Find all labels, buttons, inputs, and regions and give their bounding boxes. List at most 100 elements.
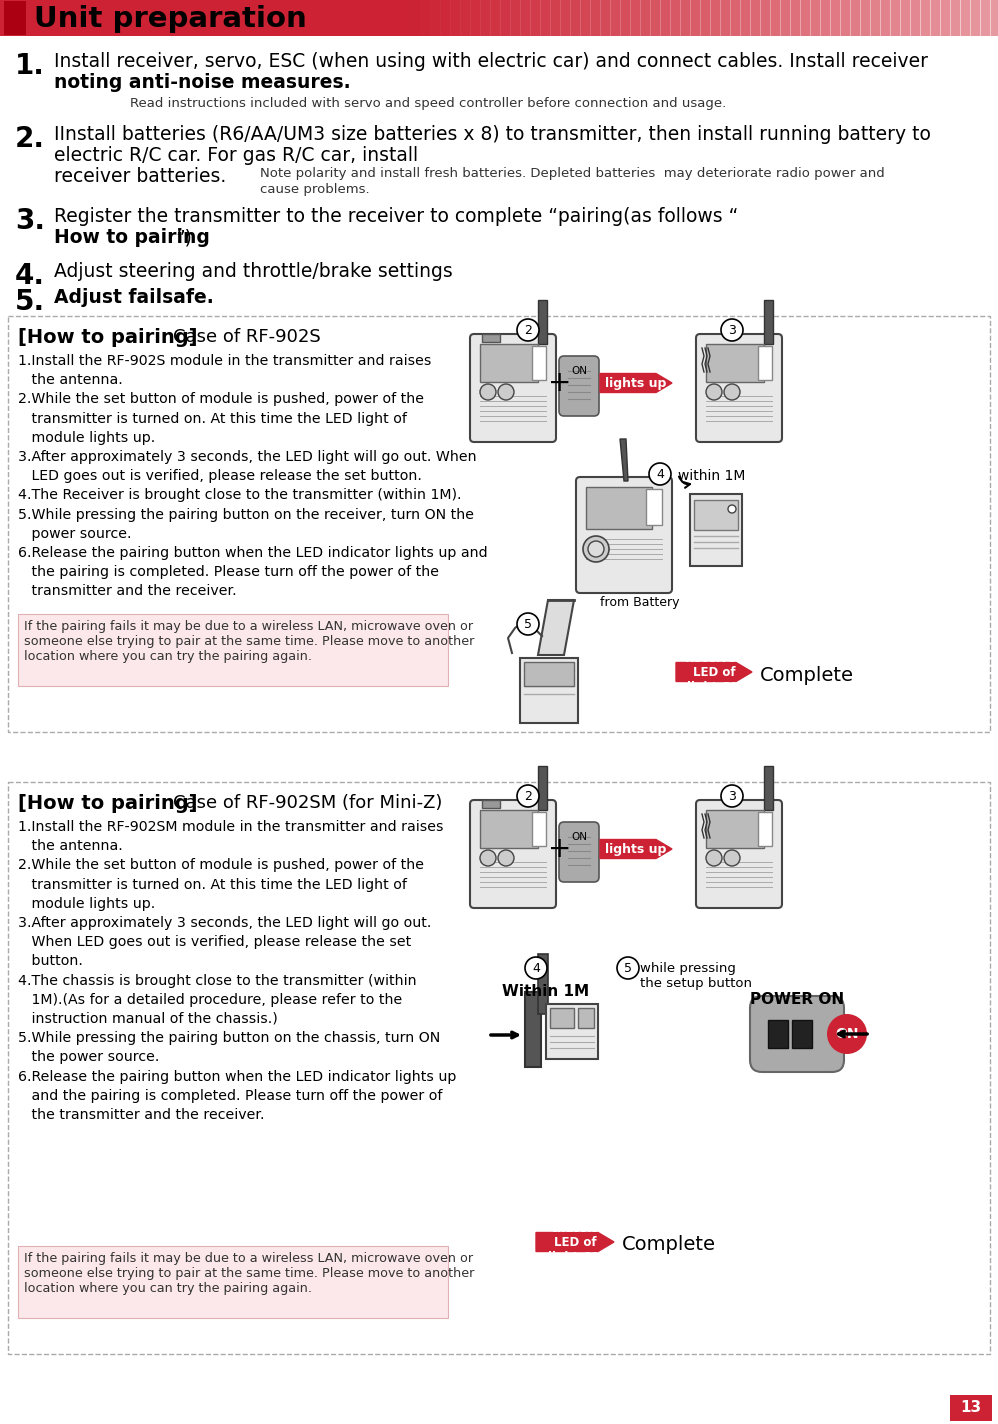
FancyBboxPatch shape <box>630 0 641 36</box>
FancyBboxPatch shape <box>740 0 751 36</box>
Text: while pressing
the setup button: while pressing the setup button <box>640 963 752 990</box>
Text: 6.Release the pairing button when the LED indicator lights up and: 6.Release the pairing button when the LE… <box>18 545 488 560</box>
Text: 5: 5 <box>624 963 632 975</box>
Text: +: + <box>548 369 572 397</box>
Text: ”): ”) <box>175 228 192 246</box>
Circle shape <box>517 319 539 340</box>
Circle shape <box>827 1014 867 1054</box>
FancyBboxPatch shape <box>18 1246 448 1319</box>
Text: Within 1M: Within 1M <box>502 984 589 1000</box>
FancyArrow shape <box>600 840 672 859</box>
FancyBboxPatch shape <box>680 0 691 36</box>
Text: 5: 5 <box>524 618 532 631</box>
Text: 1.Install the RF-902S module in the transmitter and raises: 1.Install the RF-902S module in the tran… <box>18 355 431 367</box>
FancyBboxPatch shape <box>559 822 599 881</box>
Text: receiver batteries.: receiver batteries. <box>54 167 227 187</box>
FancyBboxPatch shape <box>970 0 981 36</box>
Text: transmitter is turned on. At this time the LED light of: transmitter is turned on. At this time t… <box>18 412 407 426</box>
Text: POWER ON: POWER ON <box>749 993 844 1007</box>
Text: 3.: 3. <box>15 206 45 235</box>
FancyBboxPatch shape <box>850 0 861 36</box>
FancyBboxPatch shape <box>880 0 891 36</box>
FancyBboxPatch shape <box>870 0 881 36</box>
Circle shape <box>583 535 609 562</box>
FancyBboxPatch shape <box>890 0 901 36</box>
Text: lights up: lights up <box>606 377 667 390</box>
Text: the transmitter and the receiver.: the transmitter and the receiver. <box>18 1108 264 1122</box>
FancyBboxPatch shape <box>480 345 538 382</box>
Text: and the pairing is completed. Please turn off the power of: and the pairing is completed. Please tur… <box>18 1089 442 1102</box>
Text: 5.While pressing the pairing button on the chassis, turn ON: 5.While pressing the pairing button on t… <box>18 1031 440 1045</box>
FancyBboxPatch shape <box>940 0 951 36</box>
Text: noting anti-noise measures.: noting anti-noise measures. <box>54 73 350 93</box>
Text: within 1M: within 1M <box>678 468 746 483</box>
Text: LED goes out is verified, please release the set button.: LED goes out is verified, please release… <box>18 468 422 483</box>
FancyBboxPatch shape <box>570 0 581 36</box>
FancyBboxPatch shape <box>590 0 601 36</box>
FancyBboxPatch shape <box>480 0 491 36</box>
FancyBboxPatch shape <box>586 487 652 528</box>
Circle shape <box>525 957 547 980</box>
FancyBboxPatch shape <box>960 0 971 36</box>
Text: [How to pairing]: [How to pairing] <box>18 328 198 347</box>
Circle shape <box>517 785 539 807</box>
Text: 3.After approximately 3 seconds, the LED light will go out.: 3.After approximately 3 seconds, the LED… <box>18 916 431 930</box>
Text: the antenna.: the antenna. <box>18 373 123 387</box>
FancyBboxPatch shape <box>560 0 571 36</box>
Text: from Battery: from Battery <box>600 597 680 609</box>
Text: 2: 2 <box>524 325 532 337</box>
FancyBboxPatch shape <box>758 346 772 380</box>
Text: ON: ON <box>571 366 587 376</box>
FancyBboxPatch shape <box>830 0 841 36</box>
FancyBboxPatch shape <box>764 300 773 345</box>
FancyBboxPatch shape <box>480 810 538 849</box>
Text: the pairing is completed. Please turn off the power of the: the pairing is completed. Please turn of… <box>18 565 439 580</box>
Circle shape <box>724 850 740 866</box>
FancyBboxPatch shape <box>860 0 871 36</box>
FancyBboxPatch shape <box>550 0 561 36</box>
FancyBboxPatch shape <box>694 500 738 530</box>
FancyBboxPatch shape <box>760 0 771 36</box>
Polygon shape <box>538 600 574 655</box>
Text: Read instructions included with servo and speed controller before connection and: Read instructions included with servo an… <box>130 97 727 110</box>
FancyBboxPatch shape <box>950 1396 992 1421</box>
Text: When LED goes out is verified, please release the set: When LED goes out is verified, please re… <box>18 936 411 950</box>
Text: electric R/C car. For gas R/C car, install: electric R/C car. For gas R/C car, insta… <box>54 147 418 165</box>
FancyBboxPatch shape <box>482 335 500 342</box>
FancyBboxPatch shape <box>18 614 448 686</box>
FancyBboxPatch shape <box>550 1008 574 1028</box>
FancyBboxPatch shape <box>578 1008 594 1028</box>
Circle shape <box>649 463 671 486</box>
Text: Register the transmitter to the receiver to complete “pairing(as follows “: Register the transmitter to the receiver… <box>54 206 739 226</box>
FancyBboxPatch shape <box>696 800 782 909</box>
FancyBboxPatch shape <box>990 0 998 36</box>
FancyBboxPatch shape <box>690 0 701 36</box>
Circle shape <box>706 384 722 400</box>
Text: 6.Release the pairing button when the LED indicator lights up: 6.Release the pairing button when the LE… <box>18 1069 456 1084</box>
Text: 4.: 4. <box>15 262 45 290</box>
FancyArrow shape <box>600 373 672 393</box>
Text: Note polarity and install fresh batteries. Depleted batteries  may deteriorate r: Note polarity and install fresh batterie… <box>260 167 885 179</box>
FancyBboxPatch shape <box>700 0 711 36</box>
Text: 13: 13 <box>960 1400 982 1415</box>
FancyBboxPatch shape <box>750 0 761 36</box>
Text: How to pairing: How to pairing <box>54 228 210 246</box>
Text: 1.Install the RF-902SM module in the transmitter and raises: 1.Install the RF-902SM module in the tra… <box>18 820 443 834</box>
FancyBboxPatch shape <box>660 0 671 36</box>
FancyBboxPatch shape <box>768 1020 788 1048</box>
Text: module lights up.: module lights up. <box>18 897 156 911</box>
Text: Unit preparation: Unit preparation <box>34 6 306 33</box>
FancyBboxPatch shape <box>706 345 764 382</box>
FancyBboxPatch shape <box>750 995 844 1072</box>
FancyBboxPatch shape <box>764 766 773 810</box>
Text: cause problems.: cause problems. <box>260 184 369 197</box>
Text: the antenna.: the antenna. <box>18 839 123 853</box>
FancyBboxPatch shape <box>490 0 501 36</box>
FancyBboxPatch shape <box>696 335 782 441</box>
FancyBboxPatch shape <box>4 1 26 36</box>
FancyBboxPatch shape <box>730 0 741 36</box>
Text: 1.: 1. <box>15 53 45 80</box>
FancyBboxPatch shape <box>500 0 511 36</box>
FancyBboxPatch shape <box>710 0 721 36</box>
FancyBboxPatch shape <box>538 954 548 1014</box>
